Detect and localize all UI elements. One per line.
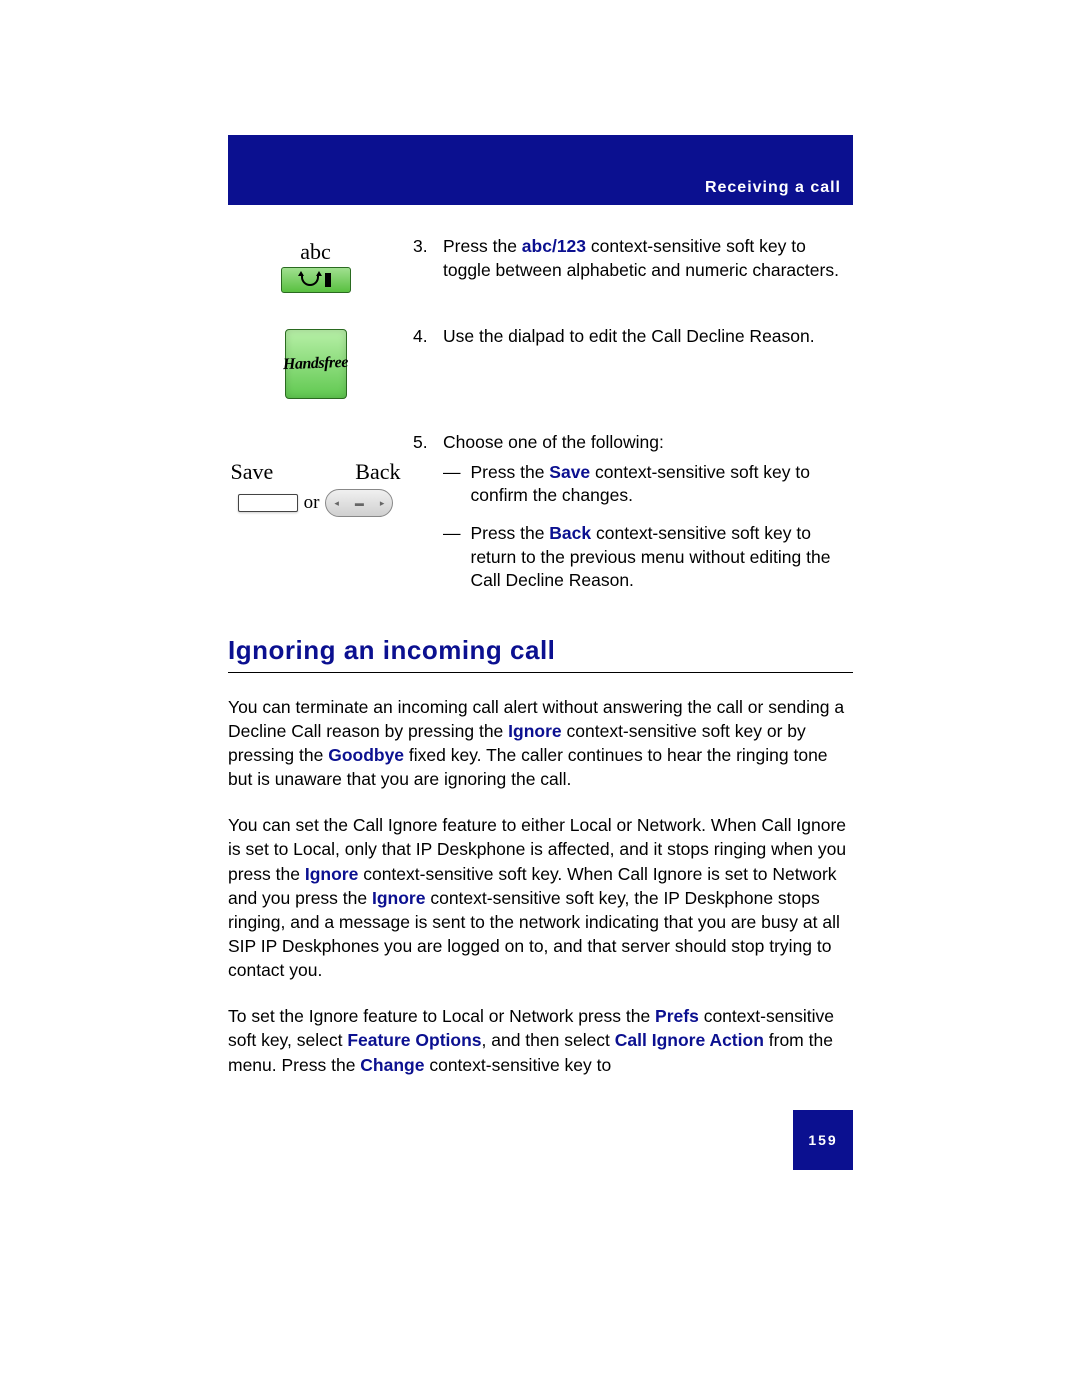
text: Press the bbox=[471, 462, 550, 482]
paragraph-3: To set the Ignore feature to Local or Ne… bbox=[228, 1004, 853, 1076]
text: Press the bbox=[443, 236, 522, 256]
step-number: 4. bbox=[413, 325, 431, 349]
save-label: Save bbox=[231, 459, 274, 485]
text: Choose one of the following: bbox=[443, 431, 853, 455]
handsfree-label: Handsfree bbox=[283, 354, 348, 374]
bold-term: Goodbye bbox=[328, 745, 404, 765]
step-3-row: abc 3. Press the abc/123 context-sensiti… bbox=[228, 235, 853, 293]
or-label: or bbox=[304, 492, 320, 514]
bold-term: Ignore bbox=[508, 721, 561, 741]
text: To set the Ignore feature to Local or Ne… bbox=[228, 1006, 655, 1026]
step-4-illustration: Handsfree bbox=[228, 325, 403, 399]
step-number: 3. bbox=[413, 235, 431, 282]
bold-term: Call Ignore Action bbox=[615, 1030, 764, 1050]
section-heading: Ignoring an incoming call bbox=[228, 635, 853, 666]
bold-term: Prefs bbox=[655, 1006, 699, 1026]
white-softkey-icon bbox=[238, 494, 298, 512]
section-divider bbox=[228, 672, 853, 673]
page-number: 159 bbox=[808, 1132, 837, 1148]
step-4-row: Handsfree 4. Use the dialpad to edit the… bbox=[228, 325, 853, 399]
text: context-sensitive key to bbox=[424, 1055, 611, 1075]
bold-term: Save bbox=[549, 462, 590, 482]
header-title: Receiving a call bbox=[705, 179, 841, 197]
softkey-button-icon bbox=[281, 267, 351, 293]
step-3-illustration: abc bbox=[228, 235, 403, 293]
page-number-box: 159 bbox=[793, 1110, 853, 1170]
step-3-text: 3. Press the abc/123 context-sensitive s… bbox=[403, 235, 853, 282]
handsfree-button-icon: Handsfree bbox=[285, 329, 347, 399]
abc-label: abc bbox=[300, 239, 331, 265]
bold-term: abc/123 bbox=[522, 236, 586, 256]
step-number: 5. bbox=[413, 431, 431, 455]
dash: — bbox=[443, 461, 461, 508]
nav-cluster-icon: ◂▬▸ bbox=[325, 489, 393, 517]
paragraph-2: You can set the Call Ignore feature to e… bbox=[228, 813, 853, 982]
bold-term: Ignore bbox=[372, 888, 425, 908]
step-5-illustration: Save Back or ◂▬▸ bbox=[228, 431, 403, 517]
bold-term: Change bbox=[360, 1055, 424, 1075]
bold-term: Ignore bbox=[305, 864, 358, 884]
text: Press the bbox=[471, 523, 550, 543]
bold-term: Feature Options bbox=[347, 1030, 481, 1050]
page-header-bar: Receiving a call bbox=[228, 135, 853, 205]
step-4-text: 4. Use the dialpad to edit the Call Decl… bbox=[403, 325, 853, 349]
document-page: Receiving a call abc 3. Press the abc/12… bbox=[228, 135, 853, 1099]
text: Use the dialpad to edit the Call Decline… bbox=[443, 325, 853, 349]
back-label: Back bbox=[355, 459, 400, 485]
paragraph-1: You can terminate an incoming call alert… bbox=[228, 695, 853, 792]
step-5-row: Save Back or ◂▬▸ 5. Choose one of the bbox=[228, 431, 853, 593]
step-5-text: 5. Choose one of the following: — Press … bbox=[403, 431, 853, 593]
bold-term: Back bbox=[549, 523, 591, 543]
page-content: abc 3. Press the abc/123 context-sensiti… bbox=[228, 205, 853, 1077]
text: , and then select bbox=[482, 1030, 615, 1050]
dash: — bbox=[443, 522, 461, 593]
